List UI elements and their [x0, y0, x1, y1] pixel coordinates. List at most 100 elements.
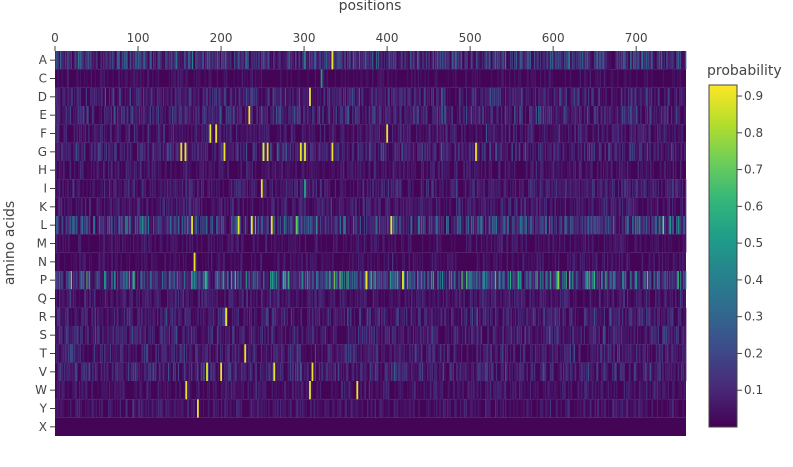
heatmap-cell	[411, 216, 413, 235]
heatmap-cell	[397, 216, 399, 235]
heatmap-cell	[113, 106, 115, 125]
heatmap-cell	[391, 69, 393, 88]
heatmap-cell	[458, 197, 460, 216]
heatmap-cell	[184, 106, 186, 125]
heatmap-cell	[349, 87, 351, 106]
heatmap-cell	[318, 161, 320, 180]
heatmap-cell	[572, 252, 574, 271]
heatmap-cell	[461, 142, 464, 161]
heatmap-cell	[563, 142, 566, 161]
heatmap-cell	[99, 106, 101, 125]
heatmap-cell	[534, 142, 537, 161]
heatmap-cell	[299, 87, 302, 106]
heatmap-cell	[252, 216, 254, 235]
heatmap-cell	[529, 87, 532, 106]
heatmap-cell	[265, 161, 267, 180]
heatmap-cell	[123, 216, 125, 235]
heatmap-cell	[496, 234, 498, 253]
heatmap-cell	[164, 252, 166, 271]
heatmap-cell	[682, 216, 684, 235]
heatmap-cell	[640, 142, 642, 161]
heatmap-cell	[451, 252, 454, 271]
heatmap-cell	[229, 234, 231, 253]
heatmap-cell	[259, 271, 261, 290]
heatmap-cell	[137, 271, 139, 290]
heatmap-cell	[410, 106, 412, 125]
heatmap-cell	[83, 106, 85, 125]
heatmap-cell	[480, 216, 482, 235]
heatmap-cell	[162, 142, 165, 161]
heatmap-cell	[355, 216, 357, 235]
heatmap-cell	[292, 142, 294, 161]
heatmap-cell	[412, 179, 414, 198]
heatmap-cell	[377, 69, 379, 88]
heatmap-cell	[589, 69, 591, 88]
heatmap-cell	[630, 142, 632, 161]
heatmap-cell	[103, 51, 106, 70]
heatmap-cell	[129, 87, 131, 106]
heatmap-cell	[615, 51, 617, 70]
heatmap-cell	[651, 197, 653, 216]
heatmap-cell	[309, 106, 311, 125]
heatmap-cell	[201, 124, 204, 143]
heatmap-cell	[210, 216, 212, 235]
heatmap-cell	[523, 216, 525, 235]
heatmap-cell	[143, 234, 146, 253]
heatmap-cell	[601, 124, 603, 143]
heatmap-cell	[588, 216, 590, 235]
heatmap-cell	[253, 234, 255, 253]
heatmap-cell	[499, 179, 501, 198]
heatmap-cell	[613, 87, 615, 106]
heatmap-cell	[272, 271, 274, 290]
heatmap-cell	[254, 142, 256, 161]
heatmap-cell	[209, 87, 211, 106]
heatmap-cell	[282, 271, 284, 290]
heatmap-cell	[409, 271, 411, 290]
heatmap-cell	[490, 234, 493, 253]
heatmap-cell	[304, 271, 306, 290]
heatmap-cell	[548, 161, 550, 180]
heatmap-cell	[284, 216, 287, 235]
heatmap-cell	[471, 271, 473, 290]
heatmap-cell	[386, 51, 388, 70]
heatmap-cell	[358, 216, 360, 235]
heatmap-cell	[584, 87, 586, 106]
heatmap-cell	[150, 142, 152, 161]
heatmap-cell	[246, 69, 248, 88]
heatmap-cell	[443, 271, 445, 290]
heatmap-cell	[122, 216, 124, 235]
heatmap-cell	[510, 216, 512, 235]
heatmap-cell	[144, 271, 146, 290]
heatmap-cell	[661, 216, 664, 235]
heatmap-cell	[551, 69, 553, 88]
heatmap-cell	[211, 179, 213, 198]
heatmap-cell	[322, 161, 324, 180]
heatmap-cell	[608, 106, 610, 125]
heatmap-cell	[461, 197, 464, 216]
heatmap-cell	[653, 142, 655, 161]
heatmap-cell	[236, 234, 239, 253]
heatmap-cell	[231, 197, 234, 216]
heatmap-cell	[436, 124, 439, 143]
heatmap-cell	[281, 271, 283, 290]
heatmap-cell	[387, 142, 390, 161]
heatmap-cell	[400, 197, 402, 216]
heatmap-cell	[206, 179, 209, 198]
heatmap-cell	[190, 106, 192, 125]
heatmap-cell	[445, 142, 447, 161]
heatmap-cell	[359, 271, 361, 290]
heatmap-cell	[79, 252, 81, 271]
heatmap-cell	[514, 87, 517, 106]
heatmap-cell	[532, 51, 534, 70]
heatmap-cell	[289, 87, 291, 106]
heatmap-cell	[602, 106, 604, 125]
heatmap-cell	[244, 69, 246, 88]
heatmap-cell	[323, 252, 325, 271]
heatmap-cell	[90, 51, 92, 70]
heatmap-cell	[454, 179, 456, 198]
heatmap-cell	[576, 179, 578, 198]
heatmap-cell	[216, 197, 219, 216]
heatmap-cell	[313, 51, 315, 70]
heatmap-cell	[594, 69, 596, 88]
heatmap-cell	[645, 106, 647, 125]
